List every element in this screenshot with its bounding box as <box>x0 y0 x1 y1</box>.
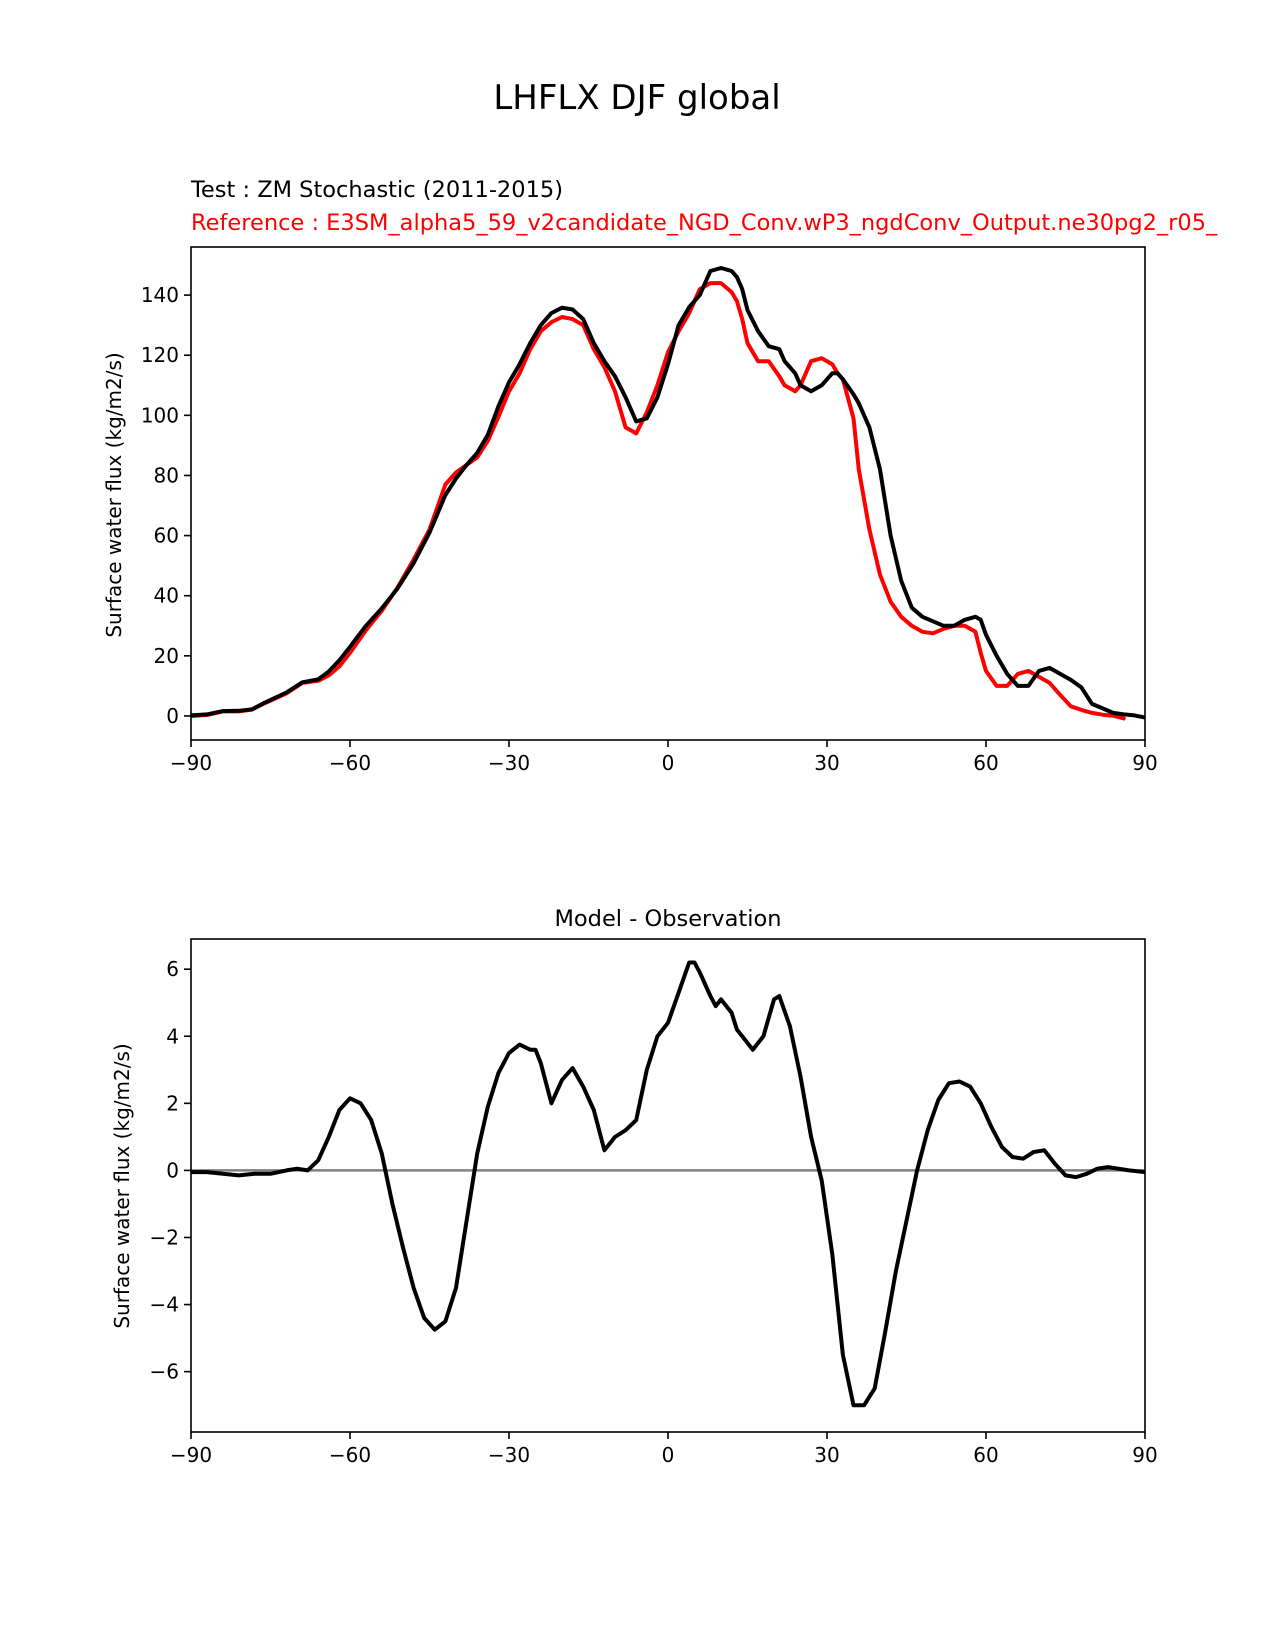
y-tick-label: 80 <box>154 463 179 487</box>
figure-title: LHFLX DJF global <box>493 78 780 118</box>
x-tick-label: 0 <box>662 751 675 775</box>
x-tick-label: 60 <box>973 1443 998 1467</box>
bottom-plot-area: −90 −60 −30 0 30 60 90 −6 −4 −2 0 2 4 6 <box>150 938 1158 1467</box>
test-line <box>191 266 1145 720</box>
y-tick-label: 0 <box>166 1158 179 1182</box>
x-tick-label: −30 <box>488 1443 530 1467</box>
x-tick-label: −60 <box>329 751 371 775</box>
x-tick-label: 30 <box>814 751 839 775</box>
x-tick-label: 30 <box>814 1443 839 1467</box>
y-tick-label: 6 <box>166 957 179 981</box>
reference-label: Reference : E3SM_alpha5_59_v2candidate_N… <box>191 210 1218 236</box>
difference-line <box>191 960 1145 1408</box>
y-tick-label: 60 <box>154 524 179 548</box>
x-tick-label: −90 <box>170 1443 212 1467</box>
y-tick-label: 2 <box>166 1091 179 1115</box>
y-tick-label: 40 <box>154 584 179 608</box>
test-label: Test : ZM Stochastic (2011-2015) <box>190 177 563 203</box>
y-tick-label: −6 <box>150 1360 179 1384</box>
top-plot-area: −90 −60 −30 0 30 60 90 0 20 40 60 80 100 120 140 <box>141 246 1158 775</box>
x-tick-label: 0 <box>662 1443 675 1467</box>
top-y-axis-label: Surface water flux (kg/m2/s) <box>102 352 126 637</box>
y-tick-label: 140 <box>141 283 179 307</box>
y-tick-label: 0 <box>166 704 179 728</box>
bottom-panel: Model - Observation −90 −60 −30 0 30 60 90−6−4… <box>110 906 1158 1467</box>
y-tick-label: 100 <box>141 403 179 427</box>
bottom-y-axis-label: Surface water flux (kg/m2/s) <box>110 1043 134 1328</box>
top-panel: Test : ZM Stochastic (2011-2015) Referen… <box>102 177 1218 775</box>
x-tick-label: 90 <box>1132 1443 1157 1467</box>
difference-plot-title: Model - Observation <box>555 906 782 932</box>
y-tick-label: 4 <box>166 1024 179 1048</box>
y-tick-label: 120 <box>141 343 179 367</box>
x-tick-label: 60 <box>973 751 998 775</box>
x-tick-label: −60 <box>329 1443 371 1467</box>
axes-frame <box>190 938 1146 1433</box>
y-tick-label: 20 <box>154 644 179 668</box>
x-tick-label: 90 <box>1132 751 1157 775</box>
x-tick-label: −90 <box>170 751 212 775</box>
x-tick-label: −30 <box>488 751 530 775</box>
y-tick-label: −2 <box>150 1225 179 1249</box>
reference-line <box>191 281 1126 721</box>
y-tick-label: −4 <box>150 1293 179 1317</box>
